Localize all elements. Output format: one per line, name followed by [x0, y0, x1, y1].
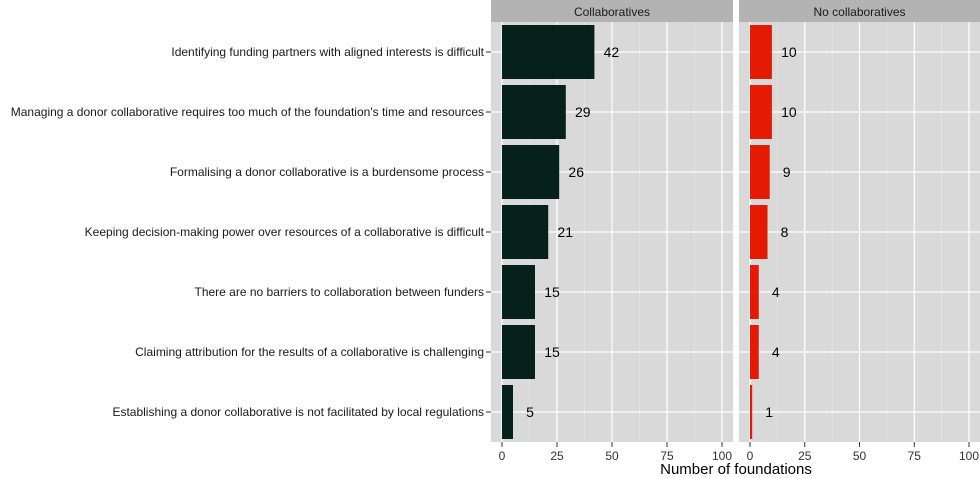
panel-no-collaboratives: No collaboratives 0 25 50 75 100 10 10 9 8 4 4 1 — [739, 0, 980, 463]
bar — [502, 145, 560, 199]
bar — [750, 145, 770, 199]
bar — [502, 205, 549, 259]
data-label: 42 — [604, 44, 620, 60]
bar — [750, 25, 772, 79]
bar — [750, 325, 759, 379]
data-label: 9 — [783, 164, 791, 180]
bar — [502, 265, 535, 319]
bar — [750, 385, 753, 439]
data-label: 15 — [544, 284, 560, 300]
bar — [502, 25, 595, 79]
panel-collaboratives: Collaboratives 0 25 50 75 100 42 29 26 21 15 15 5 — [491, 0, 733, 463]
x-tick-label: 25 — [550, 449, 564, 463]
category-label: Identifying funding partners with aligne… — [171, 45, 484, 59]
data-label: 26 — [568, 164, 584, 180]
bar — [502, 385, 513, 439]
facet-strip — [739, 0, 980, 22]
category-label: Formalising a donor collaborative is a b… — [170, 165, 484, 179]
x-tick-label: 25 — [798, 449, 812, 463]
data-label: 4 — [772, 284, 780, 300]
facet-strip — [491, 0, 733, 22]
category-labels: Identifying funding partners with aligne… — [11, 45, 491, 419]
bar — [502, 85, 566, 139]
x-tick-label: 100 — [959, 449, 979, 463]
bar — [502, 325, 535, 379]
bar — [750, 205, 768, 259]
category-label: There are no barriers to collaboration b… — [195, 285, 485, 299]
x-tick-label: 100 — [712, 449, 732, 463]
x-tick-label: 0 — [747, 449, 754, 463]
data-label: 4 — [772, 344, 780, 360]
category-label: Claiming attribution for the results of … — [135, 345, 484, 359]
category-label: Managing a donor collaborative requires … — [11, 105, 484, 119]
x-tick-label: 75 — [908, 449, 922, 463]
x-tick-label: 50 — [853, 449, 867, 463]
data-label: 21 — [557, 224, 573, 240]
category-label: Keeping decision-making power over resou… — [85, 225, 485, 239]
x-axis-title: Number of foundations — [660, 461, 812, 478]
data-label: 15 — [544, 344, 560, 360]
data-label: 29 — [575, 104, 591, 120]
bar — [750, 85, 772, 139]
bar — [750, 265, 759, 319]
x-tick-label: 0 — [499, 449, 506, 463]
x-tick-label: 50 — [605, 449, 619, 463]
x-tick-label: 75 — [660, 449, 674, 463]
facet-strip-label: No collaboratives — [813, 5, 905, 19]
data-label: 1 — [765, 404, 773, 420]
facet-strip-label: Collaboratives — [574, 5, 650, 19]
data-label: 10 — [781, 44, 797, 60]
category-label: Establishing a donor collaborative is no… — [112, 405, 484, 419]
data-label: 8 — [781, 224, 789, 240]
data-label: 5 — [526, 404, 534, 420]
data-label: 10 — [781, 104, 797, 120]
